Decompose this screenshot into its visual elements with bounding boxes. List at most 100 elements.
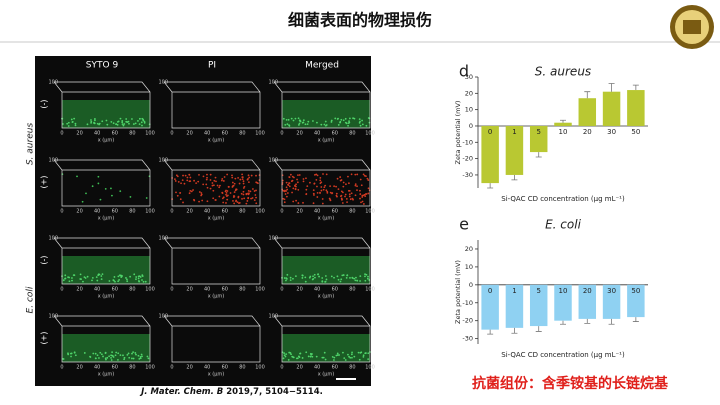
- cell: [313, 273, 316, 276]
- bar: [602, 284, 621, 319]
- cell: [347, 124, 349, 127]
- cell: [324, 280, 327, 283]
- cell: [64, 277, 66, 280]
- cell: [287, 118, 290, 121]
- cell: [344, 359, 347, 361]
- cell: [348, 117, 351, 120]
- cell: [209, 187, 212, 190]
- cell: [74, 124, 77, 127]
- x-axis-label: x (μm): [208, 294, 225, 300]
- cell: [354, 173, 357, 176]
- cell: [209, 173, 212, 176]
- cell: [362, 173, 365, 176]
- x-tick-label: 60: [222, 287, 228, 293]
- cell: [311, 355, 314, 358]
- cell: [242, 187, 245, 189]
- cell: [351, 356, 353, 359]
- x-tick-label: 40: [314, 131, 320, 137]
- cell: [202, 183, 205, 186]
- cell: [312, 275, 314, 278]
- x-axis-label: x (μm): [318, 216, 335, 222]
- cell: [353, 277, 356, 280]
- y-tick-label: -20: [462, 155, 473, 163]
- cell: [212, 197, 215, 200]
- error-bar: [608, 83, 615, 92]
- x-axis-label: x (μm): [208, 216, 225, 222]
- x-tick-label: 1: [512, 287, 516, 295]
- x-tick-label: 80: [129, 209, 135, 215]
- university-logo: [670, 5, 714, 49]
- cell: [321, 202, 324, 205]
- cell: [294, 117, 297, 120]
- cell: [226, 173, 229, 176]
- cell: [245, 202, 248, 205]
- cell: [146, 355, 149, 358]
- cell: [329, 191, 332, 194]
- cell: [66, 122, 69, 125]
- cell: [284, 124, 287, 126]
- bar: [554, 284, 572, 321]
- cell: [106, 356, 109, 359]
- cell: [205, 178, 208, 181]
- x-tick-label: 40: [204, 131, 210, 137]
- cell: [96, 279, 99, 282]
- cell: [356, 279, 359, 282]
- cell: [250, 197, 252, 200]
- cell: [304, 280, 307, 283]
- cell: [336, 275, 339, 278]
- cell: [325, 173, 328, 176]
- cell: [226, 195, 228, 197]
- cell: [186, 179, 189, 182]
- x-tick-label: 80: [239, 209, 245, 215]
- cell: [125, 277, 127, 279]
- cell: [337, 124, 340, 126]
- x-axis-label: x (μm): [208, 138, 225, 144]
- cell: [119, 190, 122, 193]
- x-tick-label: 20: [296, 365, 302, 371]
- x-tick-label: 0: [280, 287, 283, 293]
- cell: [285, 186, 288, 189]
- x-tick-label: 20: [186, 365, 192, 371]
- cell: [114, 354, 117, 357]
- micrograph: 100 0 20 40 60 80 100 x (μm): [158, 158, 264, 222]
- cell: [283, 354, 286, 357]
- cell: [135, 353, 137, 356]
- cell: [312, 202, 315, 205]
- cell: [242, 190, 245, 193]
- x-tick-label: 20: [186, 287, 192, 293]
- x-tick-label: 80: [349, 131, 355, 137]
- cell: [317, 273, 319, 276]
- x-axis-label: x (μm): [98, 372, 115, 378]
- cell: [181, 179, 184, 181]
- cell: [119, 117, 122, 120]
- cell: [71, 277, 73, 279]
- x-tick-label: 80: [349, 287, 355, 293]
- cell: [352, 117, 354, 120]
- cell: [73, 351, 76, 354]
- cell: [307, 355, 310, 358]
- x-tick-label: 100: [145, 131, 155, 137]
- cell: [180, 182, 182, 185]
- error-bar: [584, 91, 591, 99]
- cell: [288, 351, 291, 354]
- cell: [143, 121, 146, 124]
- cell: [333, 356, 336, 359]
- cell: [137, 275, 140, 278]
- x-tick-label: 40: [94, 365, 100, 371]
- cell: [219, 184, 221, 187]
- cell: [295, 357, 298, 360]
- cell: [206, 186, 209, 189]
- cell: [285, 195, 288, 198]
- cell: [313, 182, 316, 185]
- micrograph: 100 0 20 40 60 80 100 x (μm): [268, 80, 374, 144]
- y-tick-label: -10: [462, 299, 473, 307]
- cell: [282, 197, 285, 200]
- cell: [319, 191, 321, 194]
- cell: [356, 185, 358, 188]
- x-tick-label: 20: [583, 128, 592, 136]
- micrograph: 100 0 20 40 60 80 100 x (μm): [48, 158, 154, 222]
- cell: [195, 182, 198, 185]
- cell: [113, 279, 115, 282]
- cell: [325, 124, 328, 126]
- cell: [309, 181, 311, 184]
